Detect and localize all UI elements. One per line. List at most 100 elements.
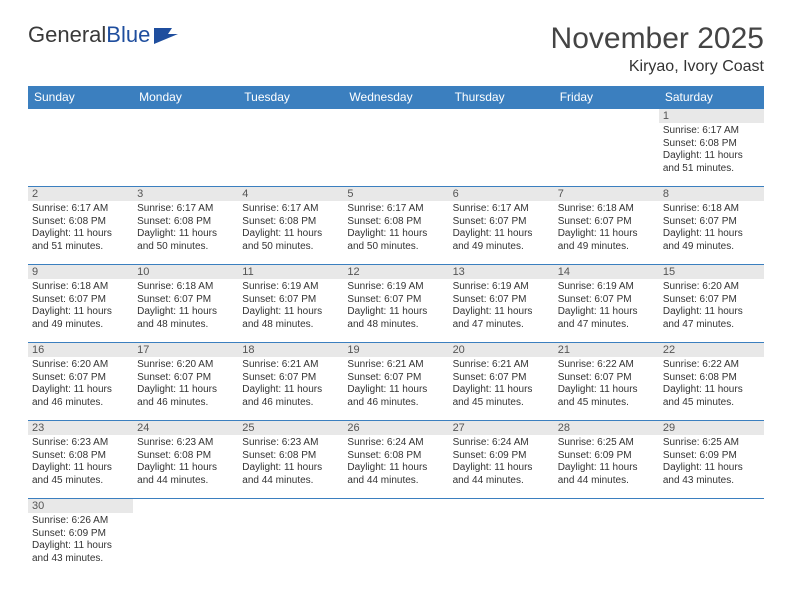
sunrise-text: Sunrise: 6:21 AM [453, 359, 550, 372]
daylight-text: Daylight: 11 hours and 44 minutes. [137, 462, 234, 487]
calendar-cell: 14 Sunrise: 6:19 AMSunset: 6:07 PMDayligh… [554, 265, 659, 343]
daylight-text: Daylight: 11 hours and 47 minutes. [558, 306, 655, 331]
calendar-cell [659, 499, 764, 589]
sunrise-text: Sunrise: 6:24 AM [453, 437, 550, 450]
calendar-cell: 20Sunrise: 6:21 AMSunset: 6:07 PMDayligh… [449, 343, 554, 421]
calendar-cell: 10 Sunrise: 6:18 AMSunset: 6:07 PMDayligh… [133, 265, 238, 343]
day-number: 25 [238, 421, 343, 435]
calendar-cell: 19Sunrise: 6:21 AMSunset: 6:07 PMDayligh… [343, 343, 448, 421]
day-number: 20 [449, 343, 554, 357]
day-number: 9 [28, 265, 133, 279]
sunset-text: Sunset: 6:09 PM [32, 528, 129, 541]
sunset-text: Sunset: 6:08 PM [137, 450, 234, 463]
day-details: Sunrise: 6:18 AMSunset: 6:07 PMDaylight:… [558, 203, 655, 253]
calendar-head: SundayMondayTuesdayWednesdayThursdayFrid… [28, 86, 764, 109]
calendar-cell: 2Sunrise: 6:17 AMSunset: 6:08 PMDaylight… [28, 187, 133, 265]
daylight-text: Daylight: 11 hours and 49 minutes. [558, 228, 655, 253]
day-number: 12 [343, 265, 448, 279]
calendar-cell: 12Sunrise: 6:19 AMSunset: 6:07 PMDayligh… [343, 265, 448, 343]
day-details: Sunrise: 6:17 AMSunset: 6:08 PMDaylight:… [347, 203, 444, 253]
calendar-cell: 8Sunrise: 6:18 AMSunset: 6:07 PMDaylight… [659, 187, 764, 265]
daylight-text: Daylight: 11 hours and 43 minutes. [32, 540, 129, 565]
sunset-text: Sunset: 6:07 PM [242, 294, 339, 307]
daylight-text: Daylight: 11 hours and 50 minutes. [347, 228, 444, 253]
calendar-cell: 4Sunrise: 6:17 AMSunset: 6:08 PMDaylight… [238, 187, 343, 265]
calendar-cell: 13Sunrise: 6:19 AMSunset: 6:07 PMDayligh… [449, 265, 554, 343]
daylight-text: Daylight: 11 hours and 47 minutes. [453, 306, 550, 331]
day-number: 14 [554, 265, 659, 279]
day-number: 1 [659, 109, 764, 123]
day-details: Sunrise: 6:18 AMSunset: 6:07 PMDaylight:… [32, 281, 129, 331]
calendar-cell: 26Sunrise: 6:24 AMSunset: 6:08 PMDayligh… [343, 421, 448, 499]
sunrise-text: Sunrise: 6:23 AM [242, 437, 339, 450]
day-details: Sunrise: 6:26 AMSunset: 6:09 PMDaylight:… [32, 515, 129, 565]
calendar-cell: 7Sunrise: 6:18 AMSunset: 6:07 PMDaylight… [554, 187, 659, 265]
sunset-text: Sunset: 6:09 PM [663, 450, 760, 463]
daylight-text: Daylight: 11 hours and 50 minutes. [137, 228, 234, 253]
sunrise-text: Sunrise: 6:18 AM [558, 203, 655, 216]
sunrise-text: Sunrise: 6:17 AM [663, 125, 760, 138]
sunset-text: Sunset: 6:07 PM [242, 372, 339, 385]
sunrise-text: Sunrise: 6:20 AM [663, 281, 760, 294]
sunset-text: Sunset: 6:07 PM [137, 294, 234, 307]
daylight-text: Daylight: 11 hours and 50 minutes. [242, 228, 339, 253]
sunset-text: Sunset: 6:07 PM [558, 294, 655, 307]
day-details: Sunrise: 6:24 AMSunset: 6:08 PMDaylight:… [347, 437, 444, 487]
calendar-cell: 25 Sunrise: 6:23 AMSunset: 6:08 PMDayligh… [238, 421, 343, 499]
sunset-text: Sunset: 6:09 PM [558, 450, 655, 463]
sunrise-text: Sunrise: 6:23 AM [32, 437, 129, 450]
daylight-text: Daylight: 11 hours and 46 minutes. [347, 384, 444, 409]
logo: GeneralBlue [28, 22, 182, 48]
calendar-cell: 24Sunrise: 6:23 AMSunset: 6:08 PMDayligh… [133, 421, 238, 499]
sunrise-text: Sunrise: 6:21 AM [242, 359, 339, 372]
calendar-cell [238, 109, 343, 187]
sunrise-text: Sunrise: 6:19 AM [558, 281, 655, 294]
sunset-text: Sunset: 6:07 PM [137, 372, 234, 385]
sunrise-text: Sunrise: 6:20 AM [137, 359, 234, 372]
calendar-cell: 11Sunrise: 6:19 AMSunset: 6:07 PMDayligh… [238, 265, 343, 343]
sunrise-text: Sunrise: 6:18 AM [663, 203, 760, 216]
sunset-text: Sunset: 6:07 PM [32, 372, 129, 385]
calendar-table: SundayMondayTuesdayWednesdayThursdayFrid… [28, 86, 764, 589]
daylight-text: Daylight: 11 hours and 51 minutes. [663, 150, 760, 175]
calendar-cell [554, 499, 659, 589]
day-details: Sunrise: 6:22 AMSunset: 6:08 PMDaylight:… [663, 359, 760, 409]
calendar-cell [554, 109, 659, 187]
day-number: 8 [659, 187, 764, 201]
calendar-cell [343, 499, 448, 589]
sunset-text: Sunset: 6:07 PM [663, 294, 760, 307]
day-number: 2 [28, 187, 133, 201]
day-number: 19 [343, 343, 448, 357]
sunset-text: Sunset: 6:08 PM [663, 138, 760, 151]
sunrise-text: Sunrise: 6:22 AM [558, 359, 655, 372]
daylight-text: Daylight: 11 hours and 46 minutes. [242, 384, 339, 409]
day-number: 13 [449, 265, 554, 279]
day-number: 16 [28, 343, 133, 357]
day-details: Sunrise: 6:17 AMSunset: 6:07 PMDaylight:… [453, 203, 550, 253]
calendar-cell [449, 109, 554, 187]
daylight-text: Daylight: 11 hours and 49 minutes. [663, 228, 760, 253]
day-number: 10 [133, 265, 238, 279]
sunset-text: Sunset: 6:08 PM [137, 216, 234, 229]
calendar-cell: 29Sunrise: 6:25 AMSunset: 6:09 PMDayligh… [659, 421, 764, 499]
day-number: 22 [659, 343, 764, 357]
day-number: 3 [133, 187, 238, 201]
calendar-cell: 1 Sunrise: 6:17 AMSunset: 6:08 PMDaylight… [659, 109, 764, 187]
day-number: 27 [449, 421, 554, 435]
day-header: Sunday [28, 86, 133, 109]
daylight-text: Daylight: 11 hours and 44 minutes. [558, 462, 655, 487]
sunset-text: Sunset: 6:08 PM [347, 450, 444, 463]
day-details: Sunrise: 6:23 AMSunset: 6:08 PMDaylight:… [242, 437, 339, 487]
day-number: 15 [659, 265, 764, 279]
day-details: Sunrise: 6:18 AMSunset: 6:07 PMDaylight:… [137, 281, 234, 331]
calendar-cell: 18Sunrise: 6:21 AMSunset: 6:07 PMDayligh… [238, 343, 343, 421]
day-number: 17 [133, 343, 238, 357]
day-number: 23 [28, 421, 133, 435]
day-details: Sunrise: 6:17 AMSunset: 6:08 PMDaylight:… [663, 125, 760, 175]
calendar-cell: 15Sunrise: 6:20 AMSunset: 6:07 PMDayligh… [659, 265, 764, 343]
daylight-text: Daylight: 11 hours and 45 minutes. [558, 384, 655, 409]
sunset-text: Sunset: 6:08 PM [663, 372, 760, 385]
day-number: 30 [28, 499, 133, 513]
day-number: 21 [554, 343, 659, 357]
day-number: 6 [449, 187, 554, 201]
